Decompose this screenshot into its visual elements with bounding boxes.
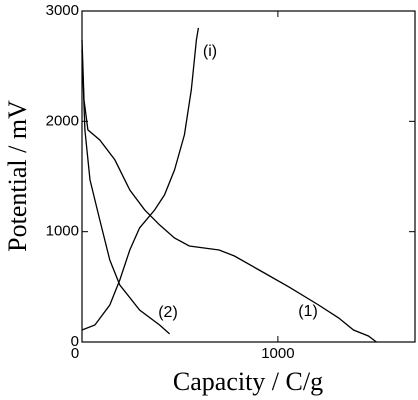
y-tick-label: 3000 <box>46 2 79 19</box>
line <box>81 49 171 335</box>
y-tick-label: 2000 <box>46 112 79 129</box>
y-tick-label: 0 <box>71 333 79 350</box>
y-tick-label: 1000 <box>46 223 79 240</box>
line <box>81 27 200 331</box>
series-label: (2) <box>158 304 178 321</box>
x-tick-label: 1000 <box>261 345 294 362</box>
series-label: (1) <box>298 303 318 320</box>
plot-frame <box>81 10 416 343</box>
x-axis-title: Capacity / C/g <box>173 367 323 396</box>
y-axis-title: Potential / mV <box>3 100 32 252</box>
series-label: (i) <box>203 43 217 60</box>
x-tick-label: 0 <box>71 345 79 362</box>
line <box>81 39 377 343</box>
